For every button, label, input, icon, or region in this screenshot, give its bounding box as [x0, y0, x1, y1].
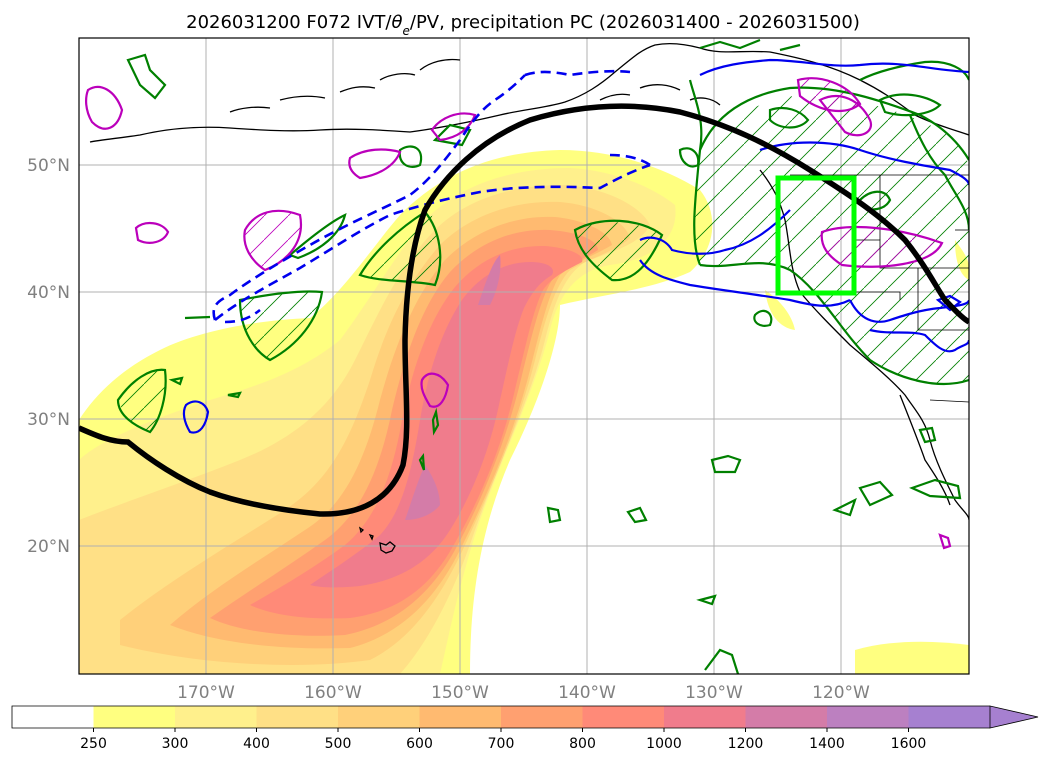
colorbar-segment — [12, 706, 94, 728]
ivt-contour-thick — [79, 103, 969, 517]
lon-label-150w: 150°W — [431, 683, 489, 703]
ivt-filled-contours — [79, 150, 969, 674]
lon-label-170w: 170°W — [177, 683, 235, 703]
colorbar-segment — [582, 706, 665, 728]
colorbar-extend-arrow — [989, 705, 1039, 729]
lon-labels: 170°W 160°W 150°W 140°W 130°W 120°W — [177, 683, 870, 703]
colorbar-tick-label: 1000 — [646, 736, 682, 752]
colorbar-tick-label: 700 — [488, 736, 515, 752]
colorbar-tick-label: 300 — [162, 736, 189, 752]
lon-label-160w: 160°W — [304, 683, 362, 703]
colorbar-tick-label: 400 — [243, 736, 270, 752]
lon-label-130w: 130°W — [685, 683, 743, 703]
colorbar-segment — [256, 706, 339, 728]
contours-blue-dashed — [212, 69, 651, 324]
colorbar-tick-label: 800 — [569, 736, 596, 752]
precip-hatched-regions — [120, 78, 969, 432]
colorbar-segment — [93, 706, 176, 728]
colorbar-segment — [175, 706, 257, 728]
colorbar-segment — [501, 706, 583, 728]
map-area — [78, 37, 970, 675]
lat-labels: 50°N 40°N 30°N 20°N — [27, 156, 70, 557]
target-box — [775, 175, 857, 296]
colorbar-segment — [908, 706, 991, 728]
lon-label-120w: 120°W — [812, 683, 870, 703]
contours-blue — [182, 58, 969, 434]
colorbar-segment — [664, 706, 746, 728]
colorbar-tick-label: 600 — [406, 736, 433, 752]
lat-label-40n: 40°N — [27, 283, 70, 303]
map-frame — [78, 37, 970, 675]
colorbar-tick-label: 250 — [80, 736, 107, 752]
lon-label-140w: 140°W — [558, 683, 616, 703]
colorbar-tick-label: 1200 — [728, 736, 764, 752]
lat-label-50n: 50°N — [27, 156, 70, 176]
colorbar-tick-label: 1600 — [891, 736, 927, 752]
lat-label-20n: 20°N — [27, 537, 70, 557]
colorbar-segment — [338, 706, 420, 728]
coastlines — [89, 42, 969, 554]
lat-label-30n: 30°N — [27, 410, 70, 430]
colorbar-tick-label: 500 — [325, 736, 352, 752]
colorbar-segment — [827, 706, 909, 728]
colorbar-segment — [419, 706, 502, 728]
graticule — [79, 38, 969, 674]
colorbar-tick-label: 1400 — [809, 736, 845, 752]
colorbar-segment — [745, 706, 828, 728]
precip-contours-green — [116, 38, 969, 674]
ivt-1200 — [405, 465, 440, 520]
chart-title: 2026031200 F072 IVT/θe/PV, precipitation… — [186, 12, 860, 38]
ivt-1000 — [310, 262, 554, 588]
colorbar: 250 300 400 500 600 700 800 1000 1200 1400 1600 — [11, 705, 1039, 752]
